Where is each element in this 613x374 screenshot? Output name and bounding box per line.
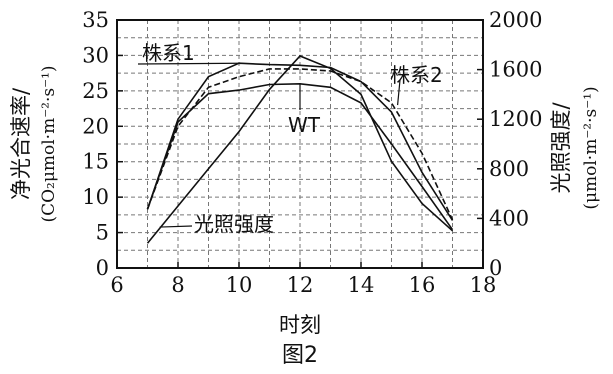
left-tick-label: 5 xyxy=(96,221,109,245)
right-tick-label: 400 xyxy=(489,206,529,230)
series-callouts: 株系1 株系2 WT 光照强度 xyxy=(137,41,443,236)
series-label: 株系1 xyxy=(142,41,195,65)
left-axis-unit: (CO₂μmol·m⁻²·s⁻¹) xyxy=(39,65,59,222)
callout-leader xyxy=(137,62,240,65)
callout-leader xyxy=(159,225,193,228)
x-tick-label: 14 xyxy=(348,273,375,297)
right-tick-label: 0 xyxy=(489,256,502,280)
left-tick-label: 10 xyxy=(82,185,109,209)
x-tick-label: 18 xyxy=(470,273,497,297)
left-axis-title: 净光合速率/ xyxy=(9,87,33,200)
tick-labels: 0 5 10 15 20 25 30 35 0 400 800 1200 1600 2000 6 8 10 12 1… xyxy=(82,8,542,297)
right-axis-unit: (μmol·m⁻²·s⁻¹) xyxy=(581,86,601,209)
right-axis-title: 光照强度/ xyxy=(549,102,573,194)
x-tick-label: 8 xyxy=(171,273,184,297)
left-tick-label: 30 xyxy=(82,43,109,67)
series-line-1 xyxy=(146,62,454,221)
left-tick-label: 15 xyxy=(82,150,109,174)
right-tick-label: 800 xyxy=(489,157,529,181)
x-axis-title: 时刻 xyxy=(279,313,321,337)
right-tick-label: 1600 xyxy=(489,58,542,82)
right-tick-label: 1200 xyxy=(489,107,542,131)
left-tick-label: 25 xyxy=(82,79,109,103)
series-line-2 xyxy=(146,68,454,221)
series-label: 株系2 xyxy=(390,63,443,87)
figure-caption: 图2 xyxy=(282,343,318,368)
callout-leader xyxy=(397,79,401,106)
series-label: WT xyxy=(288,113,321,137)
series-label: 光照强度 xyxy=(194,212,274,236)
x-tick-label: 16 xyxy=(409,273,436,297)
series-line-4 xyxy=(146,55,454,244)
left-tick-label: 0 xyxy=(96,256,109,280)
left-tick-label: 35 xyxy=(82,8,109,32)
x-tick-label: 12 xyxy=(287,273,314,297)
x-tick-label: 10 xyxy=(226,273,253,297)
x-tick-label: 6 xyxy=(110,273,123,297)
right-tick-label: 2000 xyxy=(489,8,542,32)
axes xyxy=(116,19,484,269)
left-tick-label: 20 xyxy=(82,114,109,138)
